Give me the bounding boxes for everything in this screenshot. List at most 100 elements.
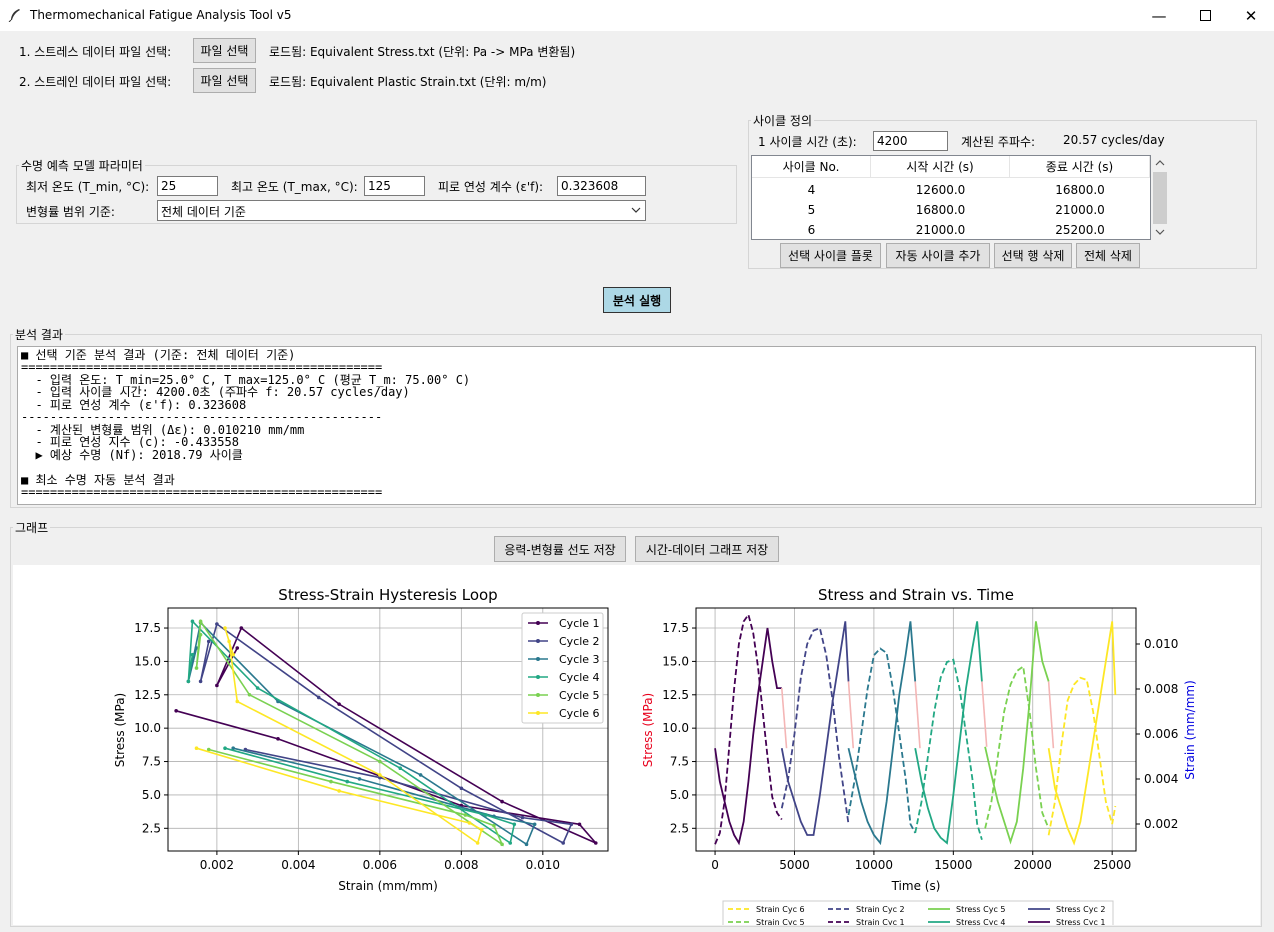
data-point — [479, 827, 484, 832]
maximize-icon — [1199, 10, 1211, 21]
strain-line-cycle-5 — [984, 664, 1050, 829]
chevron-down-icon — [631, 207, 641, 213]
column-header-cycle[interactable]: 사이클 No. — [752, 156, 871, 178]
delete-all-button[interactable]: 전체 삭제 — [1076, 243, 1140, 268]
data-point — [357, 777, 362, 781]
x-tick-label: 0 — [711, 858, 719, 872]
strain-line-cycle-6 — [1047, 676, 1117, 836]
data-point — [345, 779, 350, 784]
cell-start: 21000.0 — [915, 223, 966, 237]
cycle-connector — [981, 681, 988, 747]
y-tick-label: 2.5 — [142, 821, 161, 835]
tmin-input[interactable]: 25 — [157, 176, 218, 196]
strain-line-cycle-2 — [780, 627, 850, 825]
stress-file-button[interactable]: 파일 선택 — [193, 38, 256, 63]
maximize-button[interactable] — [1182, 0, 1228, 31]
data-point — [475, 841, 480, 845]
time-y2label: Strain (mm/mm) — [1183, 680, 1197, 780]
x-tick-label: 20000 — [1014, 858, 1052, 872]
x-tick-label: 15000 — [934, 858, 972, 872]
x-tick-label: 25000 — [1093, 858, 1131, 872]
range-basis-select[interactable]: 전체 데이터 기준 — [157, 200, 646, 221]
data-point — [500, 842, 504, 847]
tmax-label: 최고 온도 (T_max, °C): — [231, 180, 358, 194]
time-xlabel: Time (s) — [891, 879, 941, 893]
cycle-table[interactable]: 사이클 No. 시작 시간 (s) 종료 시간 (s) 4 12600.0 16… — [751, 155, 1151, 240]
column-header-end[interactable]: 종료 시간 (s) — [1010, 156, 1150, 178]
legend-label: Strain Cyc 5 — [756, 918, 805, 925]
legend-label: Stress Cyc 5 — [956, 905, 1005, 914]
data-point — [223, 746, 227, 750]
legend-marker — [536, 675, 540, 679]
frequency-value: 20.57 cycles/day — [1063, 133, 1165, 147]
strain-file-button[interactable]: 파일 선택 — [193, 68, 256, 93]
delete-row-button[interactable]: 선택 행 삭제 — [994, 243, 1072, 268]
y-tick-label: 7.5 — [670, 755, 689, 769]
legend-label: Stress Cyc 1 — [1056, 918, 1105, 925]
legend-label: Cycle 5 — [559, 689, 600, 702]
legend-label: Cycle 6 — [559, 707, 600, 720]
data-point — [337, 702, 341, 706]
stress-line-cycle-3 — [847, 621, 917, 846]
minimize-button[interactable]: — — [1136, 0, 1182, 31]
save-hysteresis-button[interactable]: 응력-변형률 선도 저장 — [494, 536, 626, 562]
data-point — [329, 779, 333, 784]
run-analysis-button[interactable]: 분석 실행 — [603, 287, 671, 313]
data-point — [255, 686, 260, 690]
column-header-start[interactable]: 시작 시간 (s) — [871, 156, 1010, 178]
data-point — [508, 841, 513, 845]
scroll-down-icon[interactable] — [1155, 229, 1165, 236]
results-line: ■ 선택 기준 분석 결과 (기준: 전체 데이터 기준) — [21, 348, 296, 362]
data-point — [231, 746, 235, 750]
legend-marker — [536, 657, 540, 661]
data-point — [316, 695, 321, 700]
data-point — [463, 813, 468, 817]
save-time-graph-button[interactable]: 시간-데이터 그래프 저장 — [635, 536, 779, 562]
range-basis-value: 전체 데이터 기준 — [161, 205, 246, 219]
x-tick-label: 0.002 — [200, 858, 234, 872]
y2-tick-label: 0.006 — [1144, 727, 1178, 741]
close-icon: ✕ — [1244, 6, 1258, 25]
stress-line-cycle-6 — [1047, 621, 1117, 846]
close-button[interactable]: ✕ — [1228, 0, 1274, 31]
scroll-up-icon[interactable] — [1155, 159, 1165, 166]
tmax-input[interactable]: 125 — [364, 176, 425, 196]
scrollbar-thumb[interactable] — [1153, 172, 1167, 224]
data-point — [532, 822, 537, 827]
data-point — [198, 679, 203, 684]
results-line: - 피로 연성 지수 (c): -0.433558 — [21, 435, 239, 449]
cell-end: 25200.0 — [1055, 223, 1105, 237]
plot-selected-cycle-button[interactable]: 선택 사이클 플롯 — [780, 243, 881, 268]
hysteresis-xlabel: Strain (mm/mm) — [338, 879, 438, 893]
ductility-input[interactable]: 0.323608 — [557, 176, 646, 196]
results-text-area[interactable]: ■ 선택 기준 분석 결과 (기준: 전체 데이터 기준) ==========… — [17, 346, 1256, 505]
legend-box — [722, 900, 1114, 925]
data-point — [206, 639, 211, 644]
legend-label: Strain Cyc 2 — [856, 905, 905, 914]
y-tick-label: 5.0 — [142, 788, 161, 802]
series-line-cycle-6 — [196, 627, 483, 845]
time-ylabel: Stress (MPa) — [641, 693, 655, 767]
cycle-connector — [1047, 681, 1055, 749]
range-basis-label: 변형률 범위 기준: — [26, 205, 115, 219]
stress-file-label: 1. 스트레스 데이터 파일 선택: — [19, 45, 172, 59]
data-point — [247, 692, 252, 697]
y2-tick-label: 0.002 — [1144, 817, 1178, 831]
data-point — [378, 773, 382, 777]
auto-add-cycle-button[interactable]: 자동 사이클 추가 — [886, 243, 990, 268]
legend-label: Stress Cyc 4 — [956, 918, 1005, 925]
table-scrollbar[interactable] — [1152, 155, 1168, 240]
cycle-time-input[interactable]: 4200 — [873, 131, 948, 151]
graph-canvas: Stress-Strain Hysteresis Loop 0.002 0.004… — [13, 565, 1260, 925]
model-parameters-group: 수명 예측 모델 파라미터 — [16, 157, 737, 224]
data-point — [194, 666, 199, 670]
series-line-cycle-5 — [195, 619, 504, 847]
x-tick-label: 0.010 — [526, 858, 560, 872]
cell-cycle: 4 — [807, 183, 816, 197]
data-point — [215, 622, 219, 626]
data-point — [227, 639, 231, 644]
legend-label: Cycle 2 — [559, 635, 600, 648]
stress-file-status: 로드됨: Equivalent Stress.txt (단위: Pa -> MP… — [269, 45, 576, 59]
cell-end: 16800.0 — [1055, 183, 1105, 197]
cycle-definition-group: 사이클 정의 — [748, 112, 1257, 269]
